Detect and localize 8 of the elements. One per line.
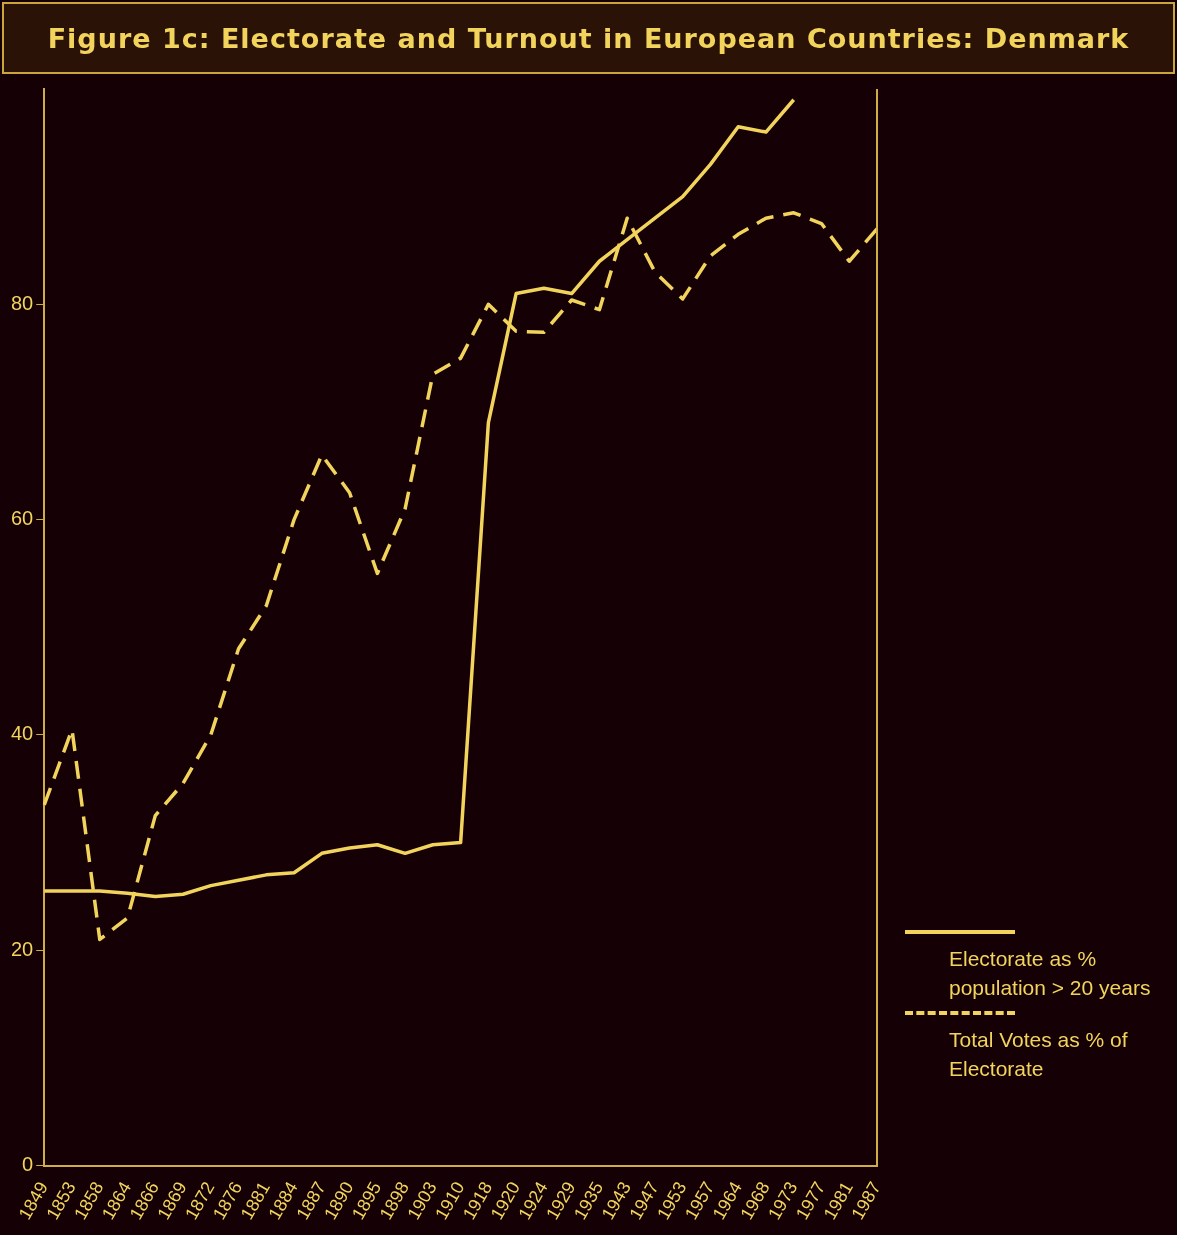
y-tick-label: 80 (11, 291, 34, 314)
chart-title: Figure 1c: Electorate and Turnout in European Countries: Denmark (2, 2, 1175, 74)
y-tick-label: 20 (11, 937, 34, 960)
text: Electorate as % population > 20 years (949, 946, 1152, 1002)
y-tick-label: 60 (11, 507, 34, 530)
text: Total Votes as % of Electorate (949, 1026, 1129, 1083)
y-tick-label: 0 (22, 1153, 34, 1176)
y-tick-label: 40 (11, 722, 34, 745)
